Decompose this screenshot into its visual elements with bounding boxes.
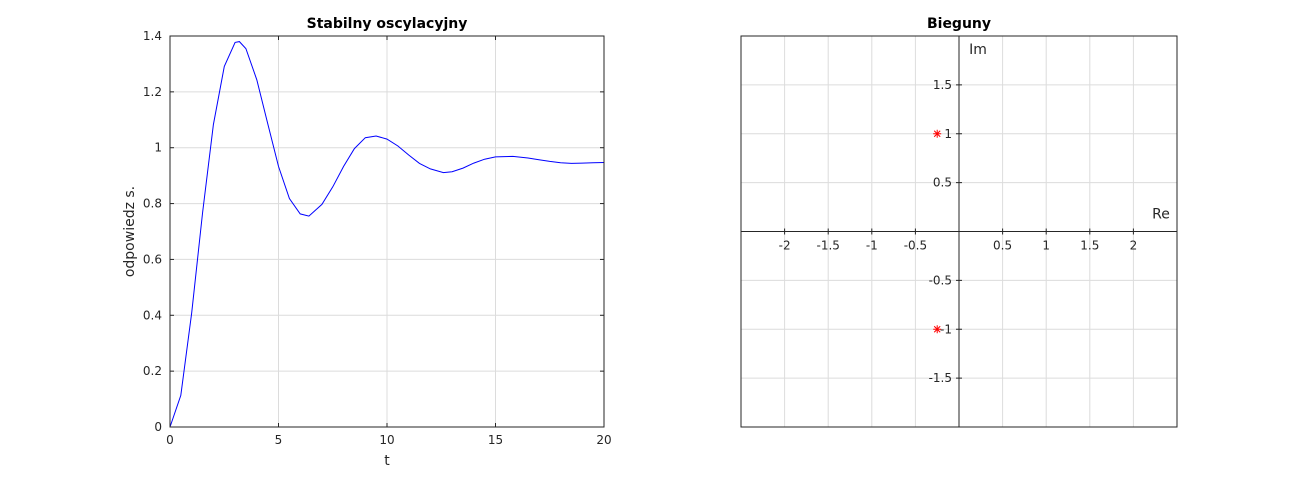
x-tick-label: 1 [1042,239,1050,253]
step-response-xlabel: t [384,453,390,469]
poles-points [933,129,942,334]
x-tick-label: -1 [866,239,878,253]
poles-re-label: Re [1152,207,1170,223]
y-tick-label: -1.5 [929,371,952,385]
step-response-ticks: 0 5 10 15 20 0 0.2 0.4 0.6 0.8 1 1.2 1.4 [143,29,612,447]
x-tick-label: 1.5 [1080,239,1099,253]
y-tick-label: -0.5 [929,273,952,287]
y-tick-label: 0.6 [143,252,162,266]
step-response-line [169,41,605,428]
step-response-grid [169,35,605,428]
x-tick-label: -1.5 [816,239,839,253]
x-tick-label: 2 [1130,239,1138,253]
step-response-title: Stabilny oscylacyjny [307,16,468,32]
y-tick-label: -1 [940,322,952,336]
y-tick-label: 1 [154,141,162,155]
y-tick-label: 1 [944,127,952,141]
x-tick-label: 15 [488,433,503,447]
x-tick-label: 0.5 [993,239,1012,253]
poles-ticks: -2 -1.5 -1 -0.5 0.5 1 1.5 2 1.5 1 0.5 -0.5 -1 -1.5 [779,78,1138,385]
y-tick-label: 0 [154,420,162,434]
x-tick-label: -0.5 [904,239,927,253]
x-tick-label: 5 [275,433,283,447]
poles-im-label: Im [969,42,987,58]
poles-plot: -2 -1.5 -1 -0.5 0.5 1 1.5 2 1.5 1 0.5 -0.5 -1 -1.5 Bi… [740,16,1178,428]
x-tick-label: 10 [379,433,394,447]
pole-marker [933,325,942,334]
y-tick-label: 1.4 [143,29,162,43]
y-tick-label: 0.5 [933,176,952,190]
y-tick-label: 0.2 [143,364,162,378]
pole-marker [933,129,942,138]
step-response-plot: 0 5 10 15 20 0 0.2 0.4 0.6 0.8 1 1.2 1.4 Stabilny os… [122,16,612,469]
y-tick-label: 0.8 [143,197,162,211]
x-tick-label: -2 [779,239,791,253]
y-tick-label: 1.5 [933,78,952,92]
poles-title: Bieguny [927,16,991,32]
y-tick-label: 1.2 [143,85,162,99]
step-response-ylabel: odpowiedz s. [122,186,138,277]
x-tick-label: 0 [166,433,174,447]
x-tick-label: 20 [596,433,611,447]
y-tick-label: 0.4 [143,308,162,322]
